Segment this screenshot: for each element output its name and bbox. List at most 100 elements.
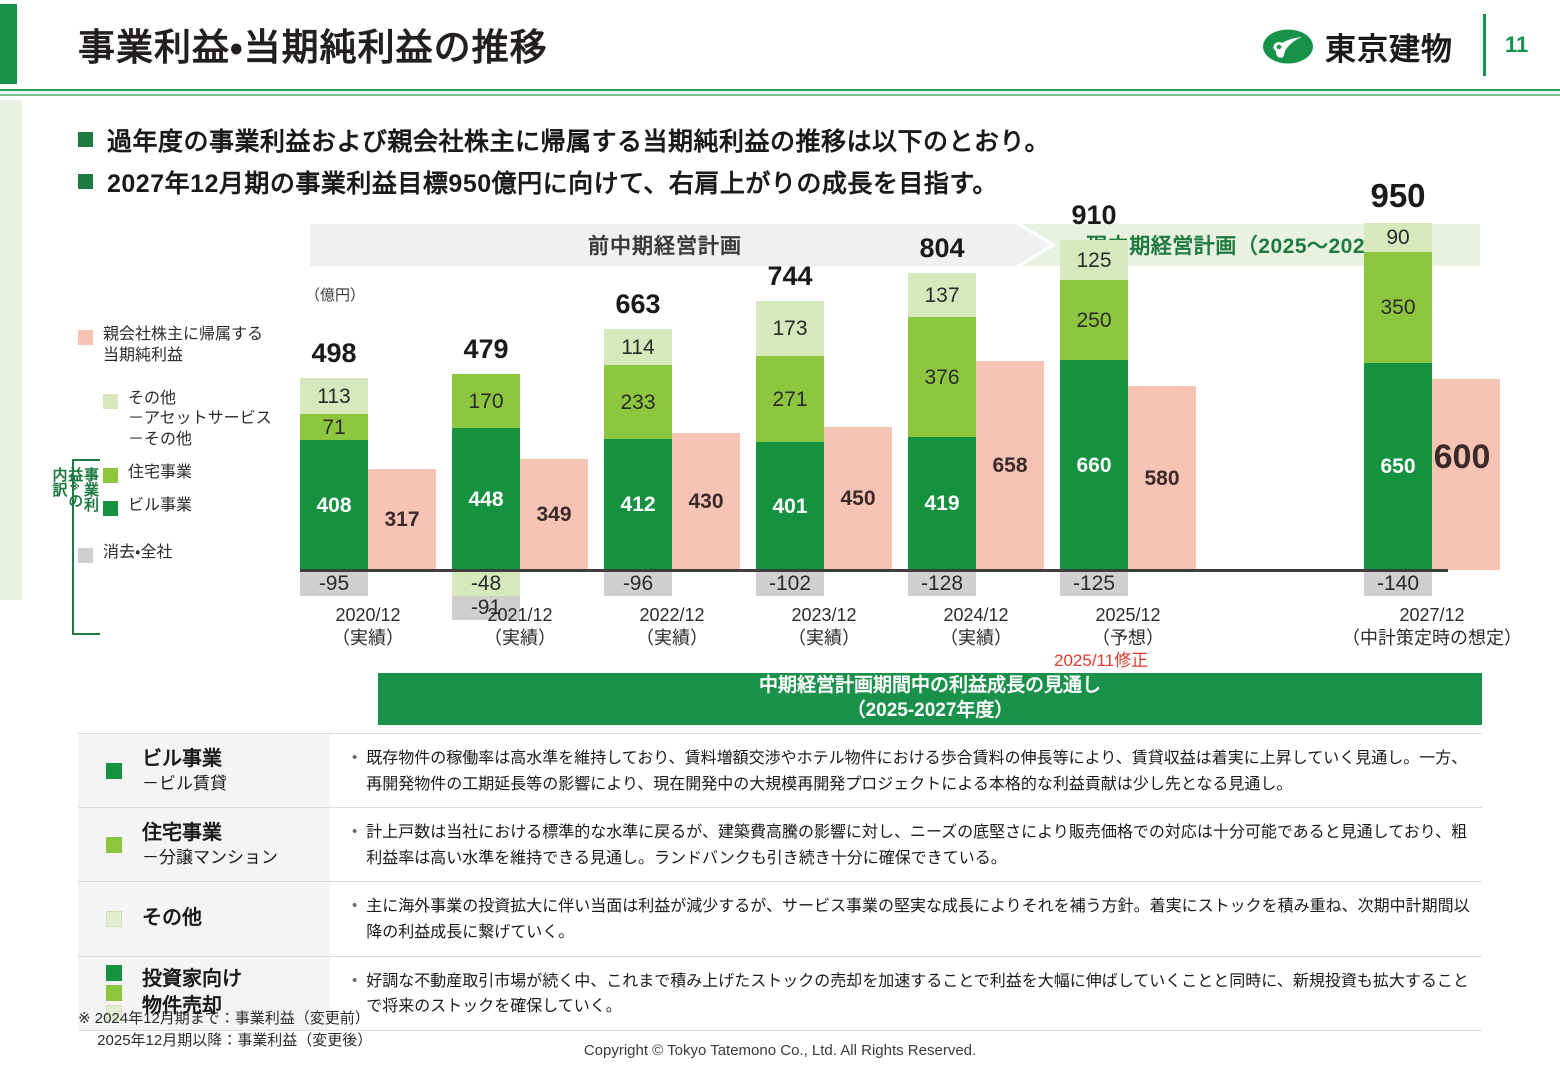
table-row-category-sub: －ビル賃貸 <box>142 773 227 793</box>
bar-segment-elimination: -102 <box>756 572 824 596</box>
bar-segment-building-value: 448 <box>468 487 504 511</box>
negative-segments: -48 -91 <box>452 572 520 620</box>
bar-segment-elimination: -125 <box>1060 572 1128 596</box>
bullet-dot-icon: • <box>352 971 358 989</box>
footnote-line: ※ 2024年12月期まで：事業利益（変更前） <box>78 1010 370 1027</box>
table-row-category-sub: 物件売却 <box>142 995 222 1018</box>
bar-segment-housing: 233 <box>604 365 672 439</box>
chart-x-label: 2027/12 （中計策定時の想定） <box>1324 604 1540 649</box>
bar-total-label: 950 <box>1370 177 1426 214</box>
chart-x-label: 2024/12 （実績） <box>898 604 1054 649</box>
legend-swatch-building <box>103 500 118 516</box>
banner-current-plan-label: 現中期経営計画（2025～2027年度） <box>1086 235 1442 258</box>
table-swatch-house <box>106 985 122 1002</box>
table-row-category-text: 投資家向け 物件売却 <box>142 966 242 1020</box>
table-row: ビル事業 －ビル賃貸 • 既存物件の稼働率は高水準を維持しており、賃料増額交渉やホテル… <box>78 733 1482 809</box>
bar-segment-other-value: 137 <box>924 283 960 307</box>
table-row-swatches <box>106 965 122 1022</box>
bar-segment-building: 448 <box>452 428 520 570</box>
negative-segments: -102 <box>756 572 824 596</box>
table-row-category: その他 <box>78 882 330 956</box>
bar-net-income-value: 349 <box>536 503 572 526</box>
table-row-category-title: ビル事業 <box>142 747 222 770</box>
bar-total-label: 498 <box>311 338 357 368</box>
bar-segment-other: 125 <box>1060 240 1128 280</box>
bar-net-income-value: 450 <box>840 487 876 510</box>
bar-net-income-value: 600 <box>1433 437 1491 476</box>
legend-swatch-other <box>103 393 118 409</box>
bar-segment-elimination-value: -95 <box>318 572 350 595</box>
bar-segment-elimination: -128 <box>908 572 976 596</box>
legend-label-building: ビル事業 <box>128 496 193 514</box>
chart-x-label: 2022/12 （実績） <box>594 604 750 649</box>
chart-x-label-sub: （実績） <box>940 627 1012 648</box>
bar-segment-building: 408 <box>300 440 368 570</box>
chart-x-label-year: 2021/12 <box>487 605 553 625</box>
chart-x-label-sub: （実績） <box>484 627 556 648</box>
bar-segment-building-value: 660 <box>1076 453 1112 477</box>
bullet-item: 過年度の事業利益および親会社株主に帰属する当期純利益の推移は以下のとおり。 <box>78 122 1050 158</box>
table-row-category-text: その他 <box>142 905 202 932</box>
bar-segment-building: 419 <box>908 437 976 570</box>
legend-item-net-income: 親会社株主に帰属する 当期純利益 <box>78 325 318 367</box>
table-row-category-sub: －分譲マンション <box>142 847 278 867</box>
chart-group: 90 350 650 600 -140 950 2027/12 （中計策定時の想定） <box>1342 0 1560 648</box>
chart-x-label-sub: （実績） <box>788 627 860 648</box>
legend-bracket <box>72 458 100 635</box>
stacked-bar: 114 233 412 <box>604 329 672 570</box>
table-row-swatches <box>106 910 122 927</box>
forecast-revision-note: 2025/11修正 <box>1054 651 1149 670</box>
bar-segment-other-value: 114 <box>621 335 655 359</box>
footnote-line: 2025年12月期以降：事業利益（変更後） <box>78 1031 373 1049</box>
bullet-dot-icon: • <box>352 897 358 915</box>
bar-segment-housing: 71 <box>300 414 368 440</box>
table-swatch-bill <box>106 965 122 982</box>
table-row-swatches <box>106 836 122 853</box>
chart-x-label-year: 2025/12 <box>1095 605 1161 625</box>
bar-segment-housing: 271 <box>756 356 824 442</box>
chart-group: 114 233 412 430 -96 663 2022/12 （実績） <box>604 0 804 648</box>
chart-x-label: 2021/12 （実績） <box>442 604 598 649</box>
legend-item-other: その他 －アセットサービス －その他 <box>103 389 318 451</box>
bullet-text: 過年度の事業利益および親会社株主に帰属する当期純利益の推移は以下のとおり。 <box>107 128 1051 156</box>
company-logo-text: 東京建物 <box>1325 32 1453 67</box>
bar-segment-building-value: 412 <box>620 493 656 516</box>
bar-segment-elimination: -96 <box>604 572 672 596</box>
outlook-table-header: 中期経営計画期間中の利益成長の見通し （2025-2027年度） <box>378 673 1482 725</box>
table-row: 住宅事業 －分譲マンション • 計上戸数は当社における標準的な水準に戻るが、建築費高騰… <box>78 808 1482 883</box>
banner-previous-plan: 前中期経営計画 <box>310 224 1050 266</box>
bar-segment-building-value: 650 <box>1380 455 1416 478</box>
stacked-bar: 90 350 650 <box>1364 223 1432 570</box>
table-row-body: • 主に海外事業の投資拡大に伴い当面は利益が減少するが、サービス事業の堅実な成長に… <box>330 882 1482 955</box>
banner-previous-plan-label: 前中期経営計画 <box>588 235 742 258</box>
bullet-square-icon <box>78 132 93 147</box>
table-swatch-bill <box>106 762 122 779</box>
chart-x-label-year: 2022/12 <box>639 605 705 625</box>
bar-segment-building: 650 <box>1364 363 1432 570</box>
left-accent-strip <box>0 100 22 600</box>
bullet-item: 2027年12月期の事業利益目標950億円に向けて、右肩上がりの成長を目指す。 <box>78 164 998 200</box>
bar-segment-elimination-value: -102 <box>768 572 812 595</box>
chart-group: 113 71 408 317 -95 498 2020/12 （実績） <box>300 0 500 648</box>
bar-segment-housing-value: 71 <box>322 415 346 439</box>
bar-chart: 113 71 408 317 -95 498 2020/12 （実績） 170 448 349 -48… <box>300 0 1560 670</box>
chart-x-label: 2025/12 （予想） <box>1050 604 1206 649</box>
chart-group: 170 448 349 -48 -91 479 2021/12 （実績） <box>452 0 652 648</box>
bar-total-label: 804 <box>919 233 965 263</box>
chart-x-label-sub: （中計策定時の想定） <box>1342 627 1522 648</box>
table-swatch-other <box>106 1005 122 1022</box>
page-title: 事業利益・当期純利益の推移 <box>78 27 548 68</box>
bar-segment-other: 114 <box>604 329 672 365</box>
bullet-text: 2027年12月期の事業利益目標950億円に向けて、右肩上がりの成長を目指す。 <box>107 170 998 198</box>
legend-swatch-elimination <box>78 547 93 563</box>
bullet-square-icon <box>78 174 93 189</box>
header-rule-secondary <box>0 94 1560 96</box>
bar-segment-building: 412 <box>604 439 672 570</box>
bar-segment-other-negative: -48 <box>452 572 520 596</box>
bar-segment-other-value: 125 <box>1076 248 1112 272</box>
bar-segment-elimination-value: -140 <box>1376 572 1420 595</box>
bar-segment-other-negative-value: -48 <box>470 572 502 595</box>
bar-total-label: 663 <box>615 289 661 319</box>
negative-segments: -96 <box>604 572 672 596</box>
header-divider <box>1483 14 1486 76</box>
